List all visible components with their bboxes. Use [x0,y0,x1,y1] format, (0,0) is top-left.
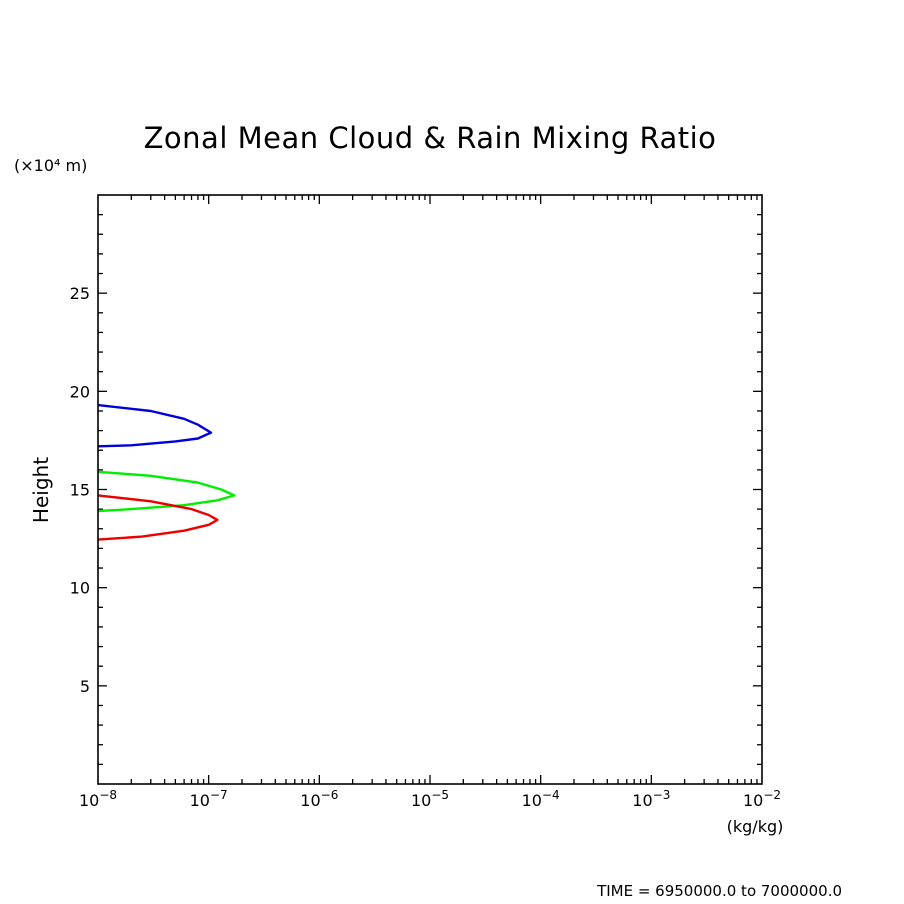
y-tick-label: 20 [70,382,90,401]
x-tick-label: 10−2 [743,788,781,810]
x-axis-unit: (kg/kg) [727,817,784,836]
series-line-3 [97,494,219,541]
series-line-2 [97,470,236,513]
time-note: TIME = 6950000.0 to 7000000.0 [596,882,842,900]
x-tick-label: 10−4 [522,788,560,810]
y-tick-label: 10 [70,579,90,598]
series-line-1 [97,403,213,448]
y-tick-label: 25 [70,284,90,303]
y-tick-label: 15 [70,481,90,500]
y-axis-label: Height [29,457,53,523]
x-tick-label: 10−5 [411,788,449,810]
plot-frame [97,194,763,785]
y-tick-label: 5 [80,677,90,696]
series-layer [97,403,236,541]
y-axis-unit: (×10⁴ m) [14,156,87,175]
x-tick-label: 10−3 [632,788,670,810]
x-tick-label: 10−7 [190,788,228,810]
x-tick-label: 10−8 [79,788,117,810]
x-tick-label: 10−6 [300,788,338,810]
chart-title: Zonal Mean Cloud & Rain Mixing Ratio [144,121,717,155]
ticks-layer: 5 10 15 20 25 10−8 10−7 10−6 10−5 10−4 10−3 10−2 [70,195,781,810]
